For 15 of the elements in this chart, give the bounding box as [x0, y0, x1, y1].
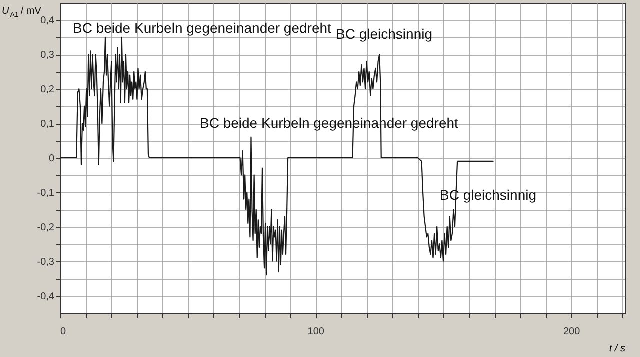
- x-tick-label: 100: [308, 326, 325, 338]
- y-tick-label: -0,1: [37, 188, 55, 199]
- annotation: BC gleichsinnig: [336, 26, 432, 42]
- x-tick-label: 200: [563, 326, 581, 338]
- y-tick-label: -0,4: [37, 291, 55, 302]
- y-tick-label: 0,4: [40, 16, 55, 27]
- y-tick-label: 0,2: [40, 84, 55, 96]
- x-tick-label: 0: [60, 326, 66, 338]
- y-tick-label: 0,1: [40, 119, 55, 130]
- x-axis-title: t / s: [609, 344, 626, 354]
- y-tick-label: 0,3: [40, 50, 55, 62]
- y-tick-label: -0,3: [37, 256, 55, 268]
- y-tick-label: 0: [48, 154, 55, 164]
- annotation: BC beide Kurbeln gegeneinander gedreht: [73, 20, 332, 36]
- y-tick-label: -0,2: [37, 222, 55, 234]
